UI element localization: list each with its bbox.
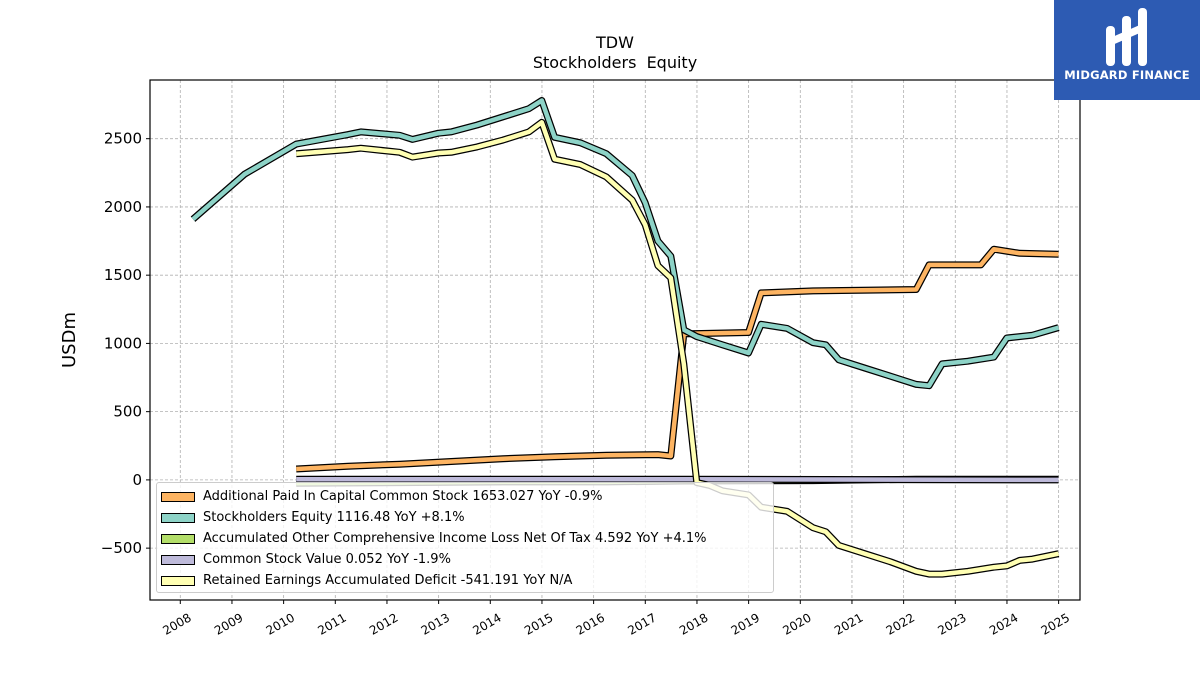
- legend-label: Common Stock Value 0.052 YoY -1.9%: [203, 552, 451, 567]
- y-tick-label: 1500: [104, 266, 142, 284]
- x-tick-label: 2015: [522, 610, 555, 637]
- x-tick-label: 2009: [212, 610, 245, 637]
- x-tick-label: 2014: [470, 610, 503, 637]
- legend-swatch: [161, 555, 195, 565]
- y-tick-label: 0: [132, 471, 142, 489]
- y-axis: −500 0 500 1000 1500 2000 2500: [101, 130, 150, 557]
- y-tick-label: −500: [101, 539, 142, 557]
- brand-logo: MIDGARD FINANCE: [1054, 0, 1200, 100]
- series-2-line: [191, 98, 1060, 388]
- legend: Additional Paid In Capital Common Stock …: [156, 482, 774, 593]
- x-tick-label: 2012: [367, 610, 400, 637]
- legend-swatch: [161, 492, 195, 502]
- plot-frame: [149, 79, 1081, 601]
- chart-subtitle: Stockholders Equity: [533, 53, 697, 72]
- x-tick-label: 2023: [935, 610, 968, 637]
- x-tick-label: 2018: [677, 610, 710, 637]
- chart-title: TDW: [595, 33, 634, 52]
- legend-swatch: [161, 513, 195, 523]
- legend-item: Stockholders Equity 1116.48 YoY +8.1%: [157, 507, 773, 528]
- legend-swatch: [161, 576, 195, 586]
- x-tick-label: 2011: [315, 610, 348, 637]
- x-tick-label: 2024: [987, 610, 1020, 637]
- x-tick-label: 2020: [780, 610, 813, 637]
- x-tick-label: 2010: [264, 610, 297, 637]
- brand-name: MIDGARD FINANCE: [1064, 68, 1190, 82]
- legend-label: Additional Paid In Capital Common Stock …: [203, 489, 603, 504]
- y-tick-label: 2000: [104, 198, 142, 216]
- legend-item: Common Stock Value 0.052 YoY -1.9%: [157, 549, 773, 570]
- grid-lines: [150, 80, 1080, 600]
- series-2-outline: [190, 97, 1060, 390]
- midgard-logo-icon: [1106, 8, 1147, 66]
- legend-item: Additional Paid In Capital Common Stock …: [157, 486, 773, 507]
- x-tick-label: 2013: [419, 610, 452, 637]
- x-tick-label: 2016: [574, 610, 607, 637]
- x-tick-label: 2025: [1039, 610, 1072, 637]
- x-tick-label: 2019: [729, 610, 762, 637]
- legend-label: Retained Earnings Accumulated Deficit -5…: [203, 573, 573, 588]
- y-axis-label: USDm: [59, 312, 80, 368]
- x-tick-label: 2022: [884, 610, 917, 637]
- x-tick-label: 2008: [160, 610, 193, 637]
- y-tick-label: 2500: [104, 130, 142, 148]
- x-tick-label: 2021: [832, 610, 865, 637]
- legend-label: Accumulated Other Comprehensive Income L…: [203, 531, 707, 546]
- legend-item: Retained Earnings Accumulated Deficit -5…: [157, 570, 773, 591]
- x-tick-label: 2017: [625, 610, 658, 637]
- x-axis: 2008 2009 2010 2011 2012 2013 2014 2015 2016 2017…: [160, 600, 1072, 638]
- series-4-line: [296, 476, 1059, 483]
- legend-item: Accumulated Other Comprehensive Income L…: [157, 528, 773, 549]
- legend-label: Stockholders Equity 1116.48 YoY +8.1%: [203, 510, 465, 525]
- y-tick-label: 500: [113, 403, 142, 421]
- y-tick-label: 1000: [104, 334, 142, 352]
- series-1-line: [296, 246, 1059, 472]
- legend-swatch: [161, 534, 195, 544]
